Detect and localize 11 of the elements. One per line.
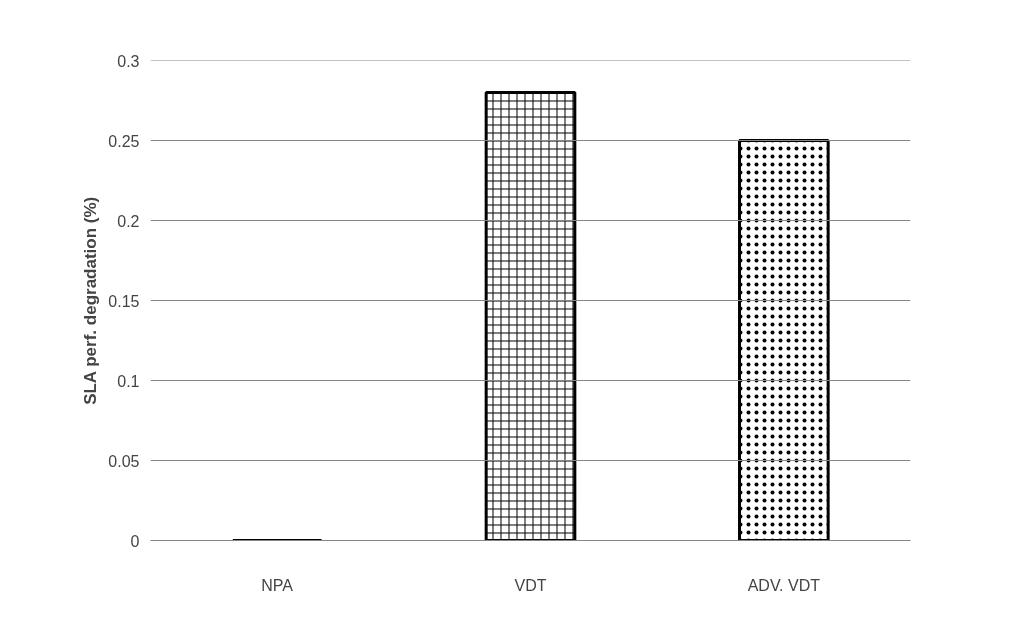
- x-tick-label: VDT: [514, 576, 547, 594]
- y-tick-label: 0.15: [108, 292, 140, 310]
- y-tick-label: 0.2: [117, 212, 140, 230]
- y-tick-label: 0: [130, 532, 140, 550]
- x-tick-label: NPA: [261, 576, 294, 594]
- y-axis-title: SLA perf. degradation (%): [81, 196, 101, 405]
- x-tick-label: ADV. VDT: [747, 576, 821, 594]
- y-tick-label: 0.1: [117, 372, 140, 390]
- y-tick-label: 0.3: [117, 52, 140, 70]
- y-tick-label: 0.25: [108, 132, 140, 150]
- y-tick-label: 0.05: [108, 452, 140, 470]
